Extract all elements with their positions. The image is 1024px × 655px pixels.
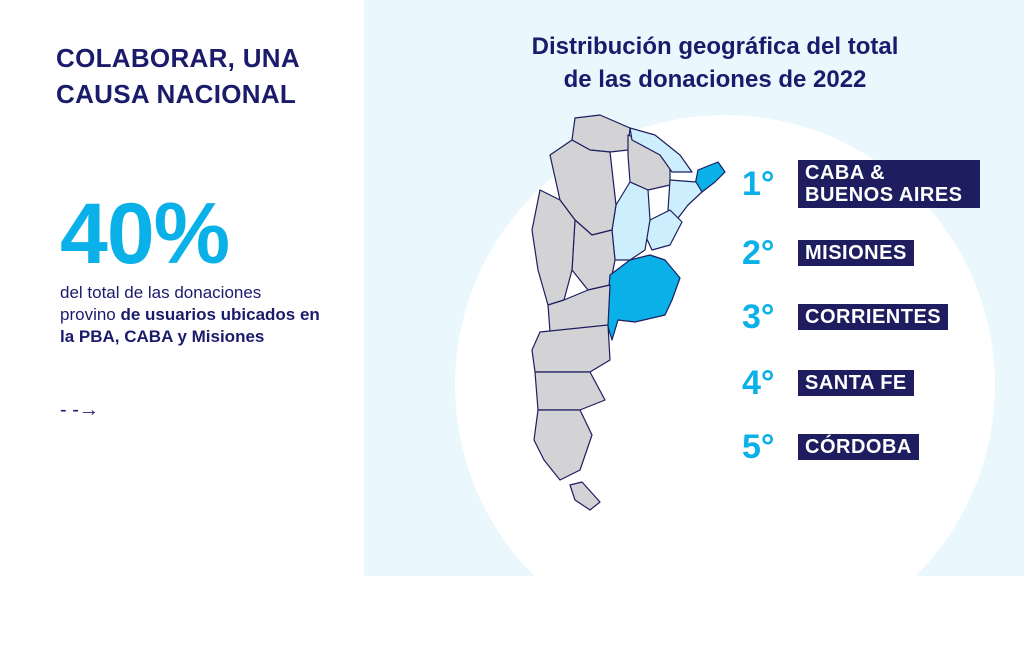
- stat-value: 40%: [60, 186, 230, 282]
- ranking-number-3: 3°: [742, 298, 775, 336]
- ranking-label-5: CÓRDOBA: [798, 434, 919, 460]
- section-heading: COLABORAR, UNA CAUSA NACIONAL: [56, 40, 356, 112]
- ranking-label-3: CORRIENTES: [798, 304, 949, 330]
- left-panel: [0, 0, 364, 576]
- ranking-number-5: 5°: [742, 428, 775, 466]
- province-santa-cruz: [533, 409, 593, 481]
- ranking-label-4: SANTA FE: [798, 370, 914, 396]
- desc-bold: de usuarios ubicados en la PBA, CABA y M…: [60, 305, 320, 346]
- ranking-item-4: 4° SANTA FE: [742, 364, 914, 402]
- argentina-map: [531, 114, 726, 511]
- ranking-item-3: 3° CORRIENTES: [742, 298, 949, 336]
- province-formosa: [629, 127, 693, 173]
- province-tierra-del-fuego: [569, 481, 601, 511]
- province-entre-rios: [644, 209, 683, 251]
- province-santa-fe: [611, 181, 651, 261]
- map-title: Distribución geográfica del total de las…: [470, 30, 960, 96]
- ranking-item-5: 5° CÓRDOBA: [742, 428, 919, 466]
- ranking-number-4: 4°: [742, 364, 775, 402]
- ranking-label-1-line-1: CABA &: [805, 162, 886, 184]
- stat-description: del total de las donaciones provino de u…: [60, 282, 320, 348]
- ranking-item-2: 2° MISIONES: [742, 234, 914, 272]
- heading-line-1: COLABORAR, UNA: [56, 43, 300, 73]
- province-buenos-aires: [605, 254, 681, 341]
- ranking-label-2: MISIONES: [798, 240, 914, 266]
- ranking-number-2: 2°: [742, 234, 775, 272]
- desc-plain: del total de las donaciones provino: [60, 283, 262, 324]
- province-corrientes: [667, 179, 703, 223]
- heading-line-2: CAUSA NACIONAL: [56, 79, 297, 109]
- ranking-number-1: 1°: [742, 165, 775, 203]
- title-line-2: de las donaciones de 2022: [563, 66, 867, 93]
- title-line-1: Distribución geográfica del total: [531, 33, 899, 60]
- arrow-right-icon[interactable]: - -→: [60, 399, 99, 421]
- ranking-label-1-line-2: BUENOS AIRES: [805, 184, 963, 206]
- ranking-item-1: 1° CABA & BUENOS AIRES: [742, 160, 980, 208]
- province-chubut: [534, 371, 606, 411]
- province-neuquen-rio-negro: [531, 324, 611, 373]
- ranking-label-1: CABA & BUENOS AIRES: [798, 160, 980, 208]
